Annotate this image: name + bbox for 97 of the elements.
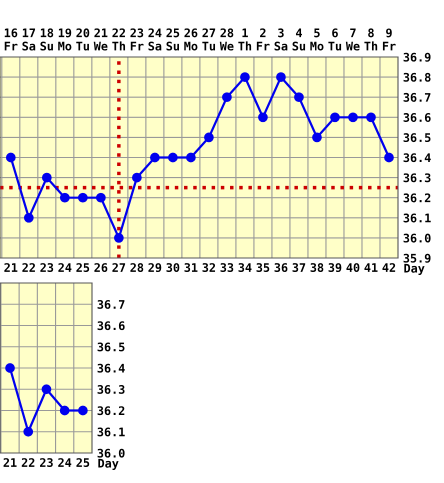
y-tick-label: 36.6 — [404, 113, 431, 122]
text: 19 Mo — [58, 28, 72, 51]
y-tick-label: 36.4 — [98, 364, 125, 373]
text: 22 Th — [112, 28, 126, 50]
text: 4 Su — [292, 28, 306, 51]
x-tick-label: 35 — [256, 263, 270, 272]
point — [42, 384, 52, 394]
y-tick-label: 36.5 — [98, 342, 124, 352]
text: 23 Fr — [130, 28, 144, 50]
y-tick-label: 36.0 — [98, 448, 125, 458]
point — [222, 92, 232, 102]
point — [366, 112, 376, 122]
y-tick-label: 35.9 — [404, 254, 431, 263]
x-tick-label: 37 — [292, 263, 306, 272]
point — [78, 406, 88, 416]
text: 8 Th — [364, 28, 378, 50]
point — [5, 363, 15, 373]
x-tick-label: 21 — [4, 458, 17, 467]
point — [240, 72, 250, 82]
point — [258, 112, 268, 122]
text: 25 Su — [166, 28, 180, 51]
text: 9 Fr — [382, 28, 396, 50]
y-tick-label: 36.8 — [404, 72, 431, 82]
y-tick-label: 36.3 — [98, 384, 125, 394]
text: 17 Sa — [22, 28, 36, 51]
x-tick-label: 23 — [40, 263, 54, 272]
x-tick-label: 41 — [364, 263, 378, 272]
y-tick-label: 36.2 — [98, 406, 124, 416]
text: 16 Fr — [4, 28, 18, 50]
point — [330, 112, 340, 122]
text: 1 Th — [238, 28, 252, 50]
x-axis-title: Day — [98, 458, 119, 470]
point — [96, 192, 106, 203]
x-tick-label: 42 — [382, 263, 396, 272]
x-tick-label: 22 — [22, 263, 35, 272]
point — [294, 92, 304, 102]
y-tick-label: 36.3 — [404, 173, 431, 182]
x-tick-label: 34 — [238, 263, 252, 272]
y-tick-label: 36.7 — [404, 92, 430, 102]
point — [348, 112, 358, 122]
x-tick-label: 22 — [22, 458, 34, 467]
point — [24, 212, 34, 223]
x-tick-label: 21 — [4, 263, 18, 272]
y-tick-label: 36.0 — [404, 234, 431, 243]
point — [78, 192, 88, 203]
point — [186, 152, 196, 162]
y-tick-label: 36.4 — [404, 153, 431, 162]
y-tick-label: 36.1 — [98, 427, 125, 436]
text: 20 Tu — [76, 28, 90, 51]
x-tick-label: 28 — [130, 263, 144, 272]
point — [276, 72, 286, 82]
y-tick-label: 36.9 — [404, 52, 431, 62]
x-tick-label: 31 — [184, 263, 198, 272]
point — [60, 192, 70, 203]
y-tick-label: 36.6 — [98, 321, 125, 330]
point — [150, 152, 160, 162]
x-tick-label: 33 — [220, 263, 234, 272]
x-tick-label: 27 — [112, 263, 126, 272]
x-axis-title: Day — [404, 264, 425, 275]
text: 18 Su — [40, 28, 54, 51]
x-tick-label: 36 — [274, 263, 288, 272]
point — [60, 406, 70, 416]
text: 21 We — [94, 28, 108, 51]
point — [132, 172, 142, 182]
point — [42, 172, 52, 182]
text: 7 We — [346, 28, 360, 51]
point — [114, 233, 124, 243]
x-tick-label: 25 — [76, 263, 90, 272]
x-tick-label: 38 — [310, 263, 324, 272]
x-tick-label: 23 — [40, 458, 53, 467]
x-tick-label: 40 — [346, 263, 360, 272]
point — [168, 152, 178, 162]
text: 5 Mo — [310, 28, 324, 51]
y-tick-label: 36.5 — [404, 133, 430, 142]
x-tick-label: 24 — [58, 263, 72, 272]
text: 26 Mo — [184, 28, 198, 51]
point — [204, 132, 214, 142]
text: 6 Tu — [328, 28, 342, 51]
text: 3 Sa — [274, 28, 288, 51]
text: 24 Sa — [148, 28, 162, 51]
point — [6, 152, 16, 162]
text: 2 Fr — [256, 28, 270, 50]
text: 28 We — [220, 28, 234, 51]
x-tick-label: 29 — [148, 263, 162, 272]
y-tick-label: 36.1 — [404, 214, 431, 222]
x-tick-label: 39 — [328, 263, 342, 272]
point — [23, 426, 34, 437]
x-tick-label: 30 — [166, 263, 180, 272]
point — [312, 132, 322, 142]
text: 27 Tu — [202, 28, 216, 51]
y-tick-label: 36.2 — [404, 193, 430, 202]
x-tick-label: 24 — [58, 458, 72, 467]
y-tick-label: 36.7 — [98, 300, 124, 309]
x-tick-label: 25 — [76, 458, 90, 467]
x-tick-label: 32 — [202, 263, 216, 272]
point — [384, 152, 394, 162]
x-tick-label: 26 — [94, 263, 108, 272]
